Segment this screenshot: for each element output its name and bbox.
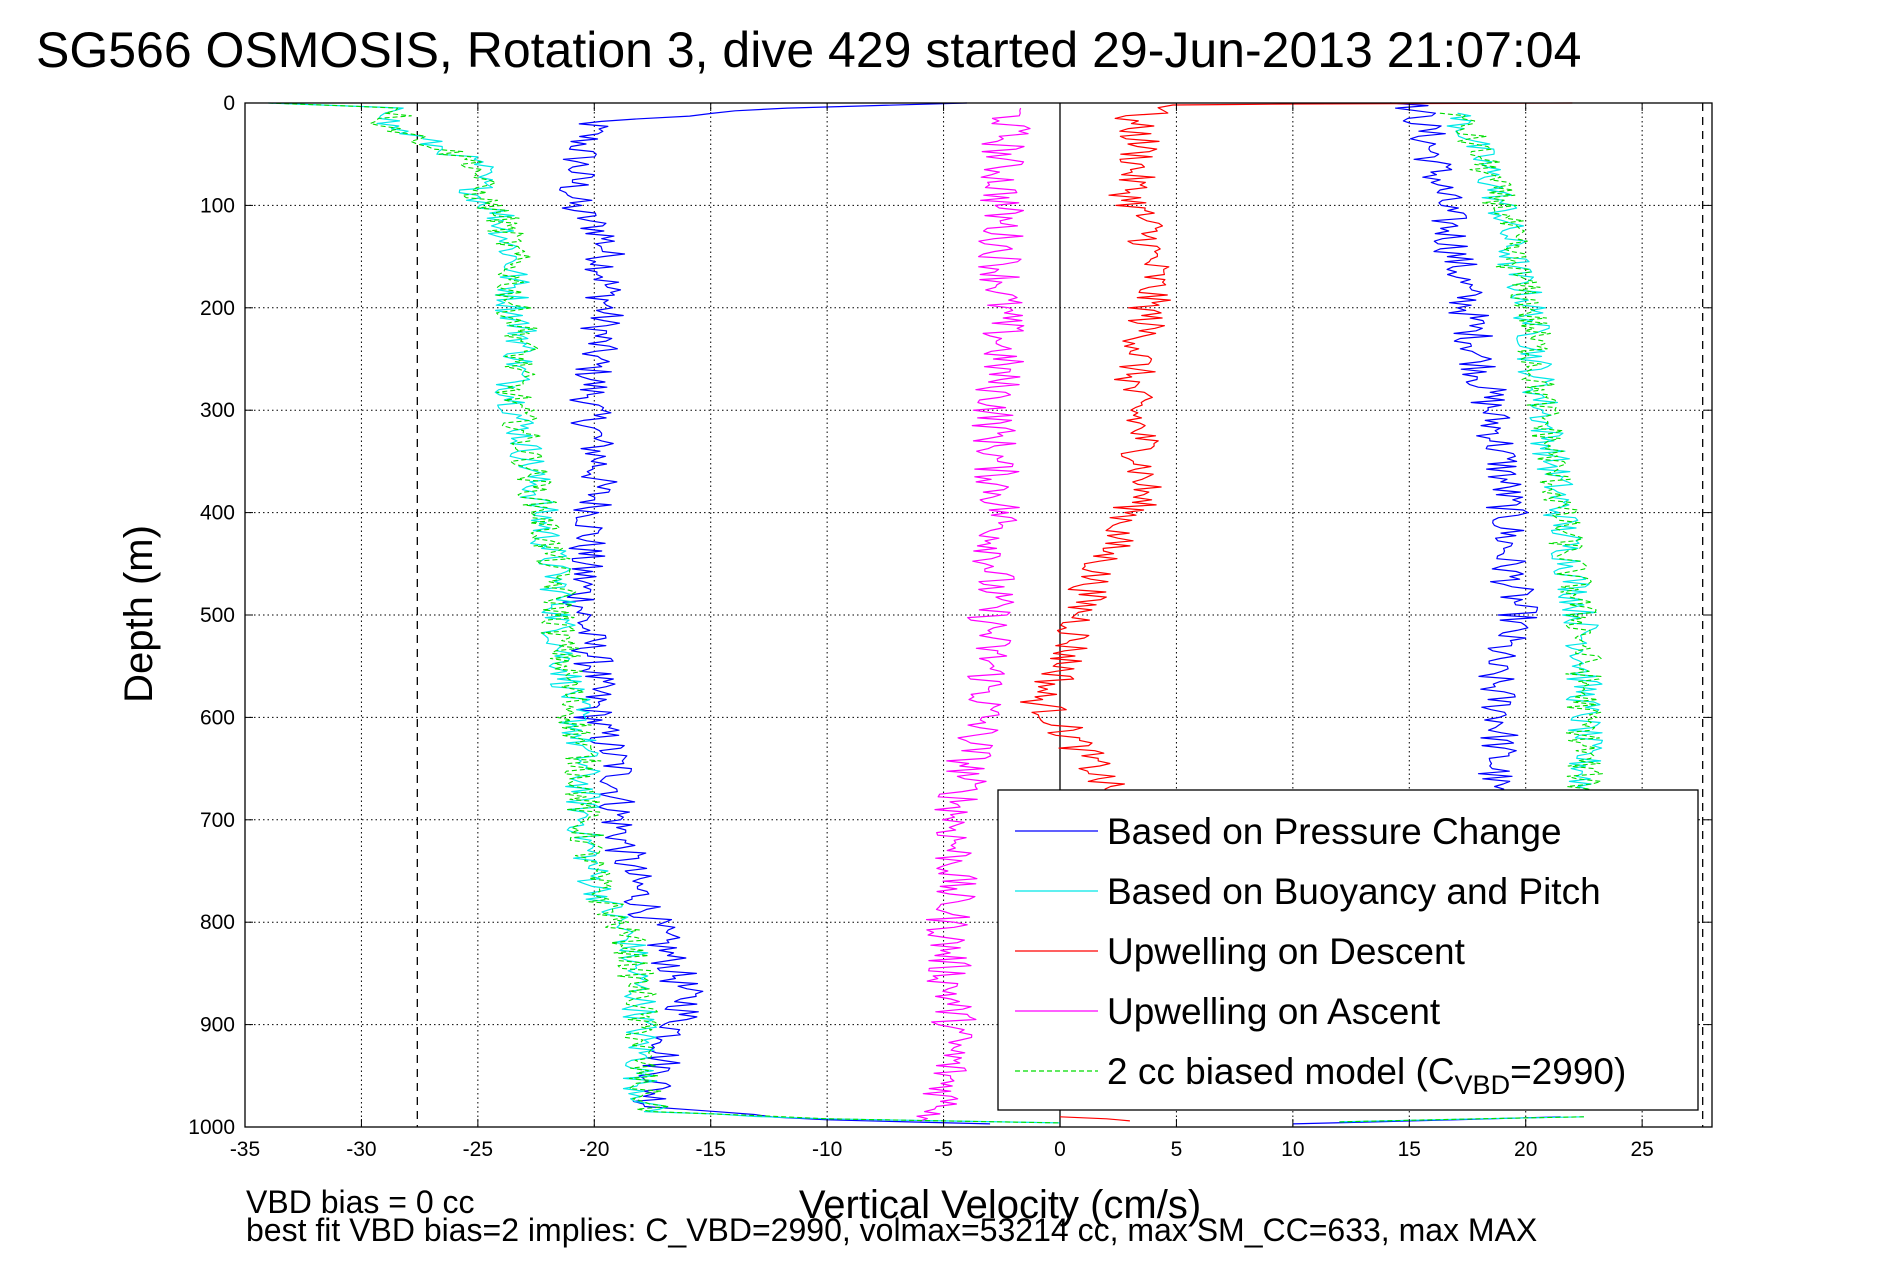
series-line — [268, 102, 1061, 1124]
x-axis-label: Vertical Velocity (cm/s) — [799, 1183, 1201, 1227]
y-tick-label: 700 — [200, 809, 235, 832]
x-tick-label: -25 — [463, 1138, 493, 1161]
x-tick-label: 5 — [1171, 1138, 1183, 1161]
series-line — [916, 107, 1031, 1122]
series-line — [1446, 112, 1603, 811]
x-tick-label: 15 — [1398, 1138, 1421, 1161]
y-tick-label: 300 — [200, 399, 235, 422]
legend-label: Based on Pressure Change — [1107, 811, 1562, 852]
series-line — [1020, 102, 1573, 800]
series-line — [559, 102, 991, 1125]
x-tick-label: -15 — [696, 1138, 726, 1161]
legend-label-main: 2 cc biased model (C — [1107, 1051, 1455, 1092]
x-tick-label: 25 — [1630, 1138, 1653, 1161]
y-axis-ticks: 0 100 200 300 400 500 600 700 800 900 1000 — [188, 92, 1712, 1139]
series-line — [1439, 112, 1603, 811]
series-2 — [1020, 102, 1573, 1122]
legend-label-subscript: VBD — [1455, 1070, 1511, 1100]
legend-label: Based on Buoyancy and Pitch — [1107, 871, 1601, 912]
y-tick-label: 600 — [200, 706, 235, 729]
legend-label: 2 cc biased model (CVBD=2990) — [1107, 1051, 1626, 1100]
data-series — [268, 102, 1603, 1125]
y-tick-label: 100 — [200, 194, 235, 217]
y-tick-label: 200 — [200, 297, 235, 320]
x-tick-label: -20 — [579, 1138, 609, 1161]
legend-label: Upwelling on Descent — [1107, 931, 1466, 972]
y-tick-label: 800 — [200, 911, 235, 934]
x-tick-label: -5 — [934, 1138, 953, 1161]
series-line — [1339, 1116, 1584, 1123]
legend-label: Upwelling on Ascent — [1107, 991, 1441, 1032]
y-tick-label: 900 — [200, 1014, 235, 1037]
x-tick-label: -10 — [812, 1138, 842, 1161]
y-tick-label: 0 — [223, 92, 235, 115]
legend: Based on Pressure Change Based on Buoyanc… — [997, 789, 1699, 1111]
x-axis-ticks: -35 -30 -25 -20 -15 -10 -5 0 5 10 15 20 25 — [230, 103, 1654, 1161]
x-tick-label: 10 — [1281, 1138, 1304, 1161]
series-line — [1059, 1116, 1130, 1122]
footer-vbd-bias: VBD bias = 0 cc — [246, 1184, 475, 1220]
y-axis-label: Depth (m) — [117, 525, 161, 703]
legend-box — [997, 789, 1699, 1111]
series-4 — [268, 102, 1603, 1124]
series-line — [268, 102, 1061, 1124]
y-tick-label: 400 — [200, 502, 235, 525]
footer-best-fit: best fit VBD bias=2 implies: C_VBD=2990,… — [246, 1212, 1537, 1248]
grid — [245, 103, 1712, 1127]
chart-title: SG566 OSMOSIS, Rotation 3, dive 429 star… — [36, 22, 1581, 78]
series-line — [1390, 102, 1539, 800]
y-tick-label: 500 — [200, 604, 235, 627]
legend-label-tail: =2990) — [1510, 1051, 1626, 1092]
series-3 — [916, 107, 1031, 1122]
x-tick-label: 0 — [1054, 1138, 1066, 1161]
y-tick-label: 1000 — [188, 1116, 235, 1139]
x-tick-label: -30 — [346, 1138, 376, 1161]
x-tick-label: 20 — [1514, 1138, 1537, 1161]
x-tick-label: -35 — [230, 1138, 260, 1161]
